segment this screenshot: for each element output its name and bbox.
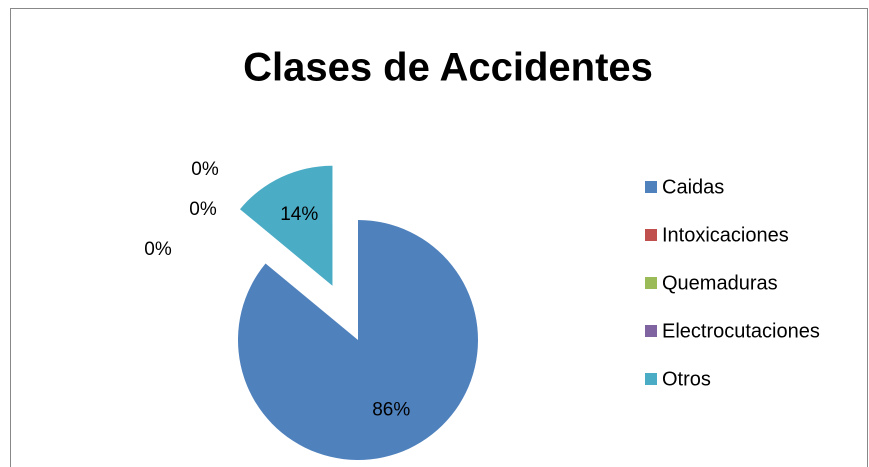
legend-swatch — [645, 181, 657, 193]
legend-label: Quemaduras — [662, 272, 778, 294]
legend-label: Electrocutaciones — [662, 320, 820, 342]
legend-label: Caidas — [662, 176, 724, 198]
legend-label: Intoxicaciones — [662, 224, 789, 246]
pie-slice — [238, 220, 479, 460]
legend-label: Otros — [662, 368, 711, 390]
legend-swatch — [645, 325, 657, 337]
pie-slice — [239, 165, 333, 286]
legend-swatch — [645, 373, 657, 385]
data-label: 0% — [189, 199, 217, 220]
pie-slice — [219, 225, 312, 302]
chart-title: Clases de Accidentes — [243, 46, 653, 90]
legend-swatch — [645, 277, 657, 289]
data-label: 14% — [280, 204, 318, 225]
legend-swatch — [645, 229, 657, 241]
data-label: 86% — [372, 400, 410, 421]
data-label: 0% — [144, 239, 172, 260]
data-label: 0% — [191, 159, 219, 180]
